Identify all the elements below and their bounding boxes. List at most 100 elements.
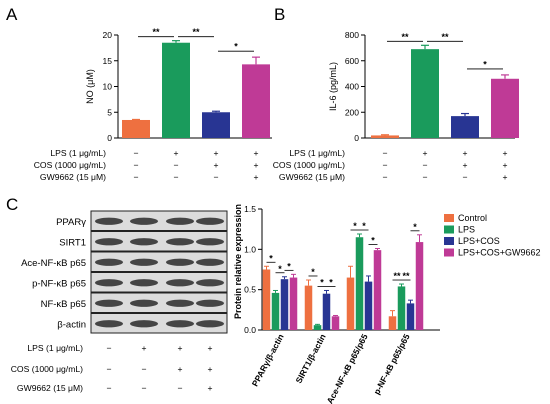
- chart-a-condition-mark: −: [213, 172, 218, 182]
- blot-band: [130, 258, 158, 266]
- blot-band: [196, 320, 224, 328]
- chart-c-y-tick-label: 0.5: [244, 285, 256, 295]
- blot-condition-mark: +: [207, 343, 212, 353]
- blot-label: NF-κB p65: [41, 299, 86, 310]
- blot-label: PPARγ: [56, 217, 86, 228]
- chart-a-condition-mark: −: [173, 160, 178, 170]
- chart-a-condition-label: COS (1000 μg/mL): [34, 160, 106, 170]
- blot-label: β-actin: [57, 319, 86, 330]
- chart-c-category-label: PPARγ/β-actin: [250, 332, 286, 388]
- chart-b-y-tick-label: 200: [345, 107, 359, 117]
- chart-c-y-tick-label: 1.5: [244, 204, 256, 214]
- chart-a-condition-mark: +: [253, 160, 258, 170]
- blot-strip: [90, 210, 228, 231]
- blot-band: [196, 279, 224, 287]
- chart-b-bar: [411, 49, 439, 138]
- chart-a-significance-label: **: [152, 27, 160, 37]
- chart-a-condition-mark: +: [173, 148, 178, 158]
- chart-a-bar: [122, 119, 150, 138]
- chart-c-significance-label: *: [353, 221, 357, 231]
- chart-b-y-tick-label: 800: [345, 30, 359, 40]
- chart-c-category-label: Ace-NF-κB p65/p65: [325, 332, 370, 404]
- chart-c-legend-label: LPS: [458, 225, 475, 235]
- chart-c-significance-label: *: [371, 236, 375, 246]
- chart-a-bar: [242, 64, 270, 138]
- blot-band: [95, 217, 123, 225]
- chart-b-condition-label: GW9662 (15 μM): [279, 172, 345, 182]
- blot-label: SIRT1: [59, 237, 86, 248]
- blot-strip: [90, 231, 228, 252]
- blot-band: [95, 258, 123, 266]
- chart-c-legend-swatch: [444, 237, 454, 245]
- chart-a-bar: [202, 112, 230, 138]
- blot-condition-label: COS (1000 μg/mL): [11, 364, 83, 374]
- chart-c-bar: [355, 237, 364, 330]
- chart-a-y-tick-label: 15: [103, 56, 113, 66]
- chart-a-condition-mark: −: [133, 160, 138, 170]
- chart-c-significance-label: *: [362, 221, 366, 231]
- chart-b-bar: [371, 135, 399, 138]
- chart-b-condition-mark: −: [382, 148, 387, 158]
- blot-condition-mark: +: [177, 364, 182, 374]
- blot-condition-label: GW9662 (15 μM): [17, 383, 83, 393]
- blot-strip: [90, 272, 228, 293]
- panel-letter-a: A: [6, 5, 18, 24]
- blot-band: [95, 299, 123, 307]
- chart-a-significance-label: *: [234, 42, 238, 52]
- blot-condition-mark: +: [177, 343, 182, 353]
- blot-condition-mark: −: [141, 364, 146, 374]
- chart-c-significance-label: *: [278, 264, 282, 274]
- blot-condition-mark: −: [106, 364, 111, 374]
- chart-a-condition-mark: −: [173, 172, 178, 182]
- chart-b-condition-mark: +: [502, 160, 507, 170]
- blot-condition-mark: −: [177, 383, 182, 393]
- chart-c-significance-label: *: [269, 253, 273, 263]
- blot-band: [166, 238, 194, 246]
- chart-c-legend-swatch: [444, 225, 454, 234]
- chart-b-condition-mark: +: [422, 148, 427, 158]
- chart-c-legend-label: LPS+COS+GW9662: [458, 248, 541, 258]
- chart-c-category-label: SIRT1/β-actin: [293, 332, 327, 385]
- chart-c-bar: [373, 250, 382, 330]
- blot-band: [166, 279, 194, 287]
- chart-a-y-tick-label: 0: [107, 133, 112, 143]
- chart-b-condition-mark: +: [462, 148, 467, 158]
- chart-b-y-tick-label: 400: [345, 82, 359, 92]
- chart-a-y-tick-label: 20: [103, 30, 113, 40]
- chart-c-bar: [397, 286, 406, 330]
- blot-strip: [90, 313, 228, 334]
- blot-strip: [90, 292, 228, 313]
- chart-c-legend-label: LPS+COS: [458, 236, 500, 246]
- chart-a-y-tick-label: 10: [103, 82, 113, 92]
- blot-condition-mark: −: [106, 383, 111, 393]
- chart-c-y-tick-label: 0.0: [244, 325, 256, 335]
- chart-c-legend-swatch: [444, 214, 454, 222]
- chart-c-bar: [313, 325, 322, 330]
- chart-a-condition-mark: −: [133, 172, 138, 182]
- blot-band: [130, 217, 158, 225]
- chart-c-bar: [304, 285, 313, 330]
- blot-band: [196, 258, 224, 266]
- chart-b-significance-label: **: [401, 32, 409, 42]
- blot-band: [196, 238, 224, 246]
- blot-condition-mark: +: [207, 383, 212, 393]
- panel-letter-c: C: [6, 195, 18, 214]
- chart-a-condition-mark: +: [253, 148, 258, 158]
- chart-c-significance-label: *: [287, 261, 291, 271]
- chart-b-y-tick-label: 600: [345, 56, 359, 66]
- chart-c-category-label: p-NF-κB p65/p65: [371, 332, 411, 396]
- chart-a-significance-label: **: [192, 27, 200, 37]
- chart-c-significance-label: **: [402, 271, 410, 281]
- chart-c-bar: [322, 293, 331, 330]
- chart-a-y-axis-label: NO (μM): [85, 69, 95, 104]
- chart-b-significance-label: **: [441, 32, 449, 42]
- blot-band: [95, 279, 123, 287]
- blot-strip: [90, 251, 228, 272]
- chart-c-bar: [289, 277, 298, 330]
- chart-c-bar: [346, 277, 355, 330]
- blot-band: [130, 320, 158, 328]
- chart-c-significance-label: *: [320, 277, 324, 287]
- chart-b-bar: [491, 78, 519, 138]
- blot-band: [196, 217, 224, 225]
